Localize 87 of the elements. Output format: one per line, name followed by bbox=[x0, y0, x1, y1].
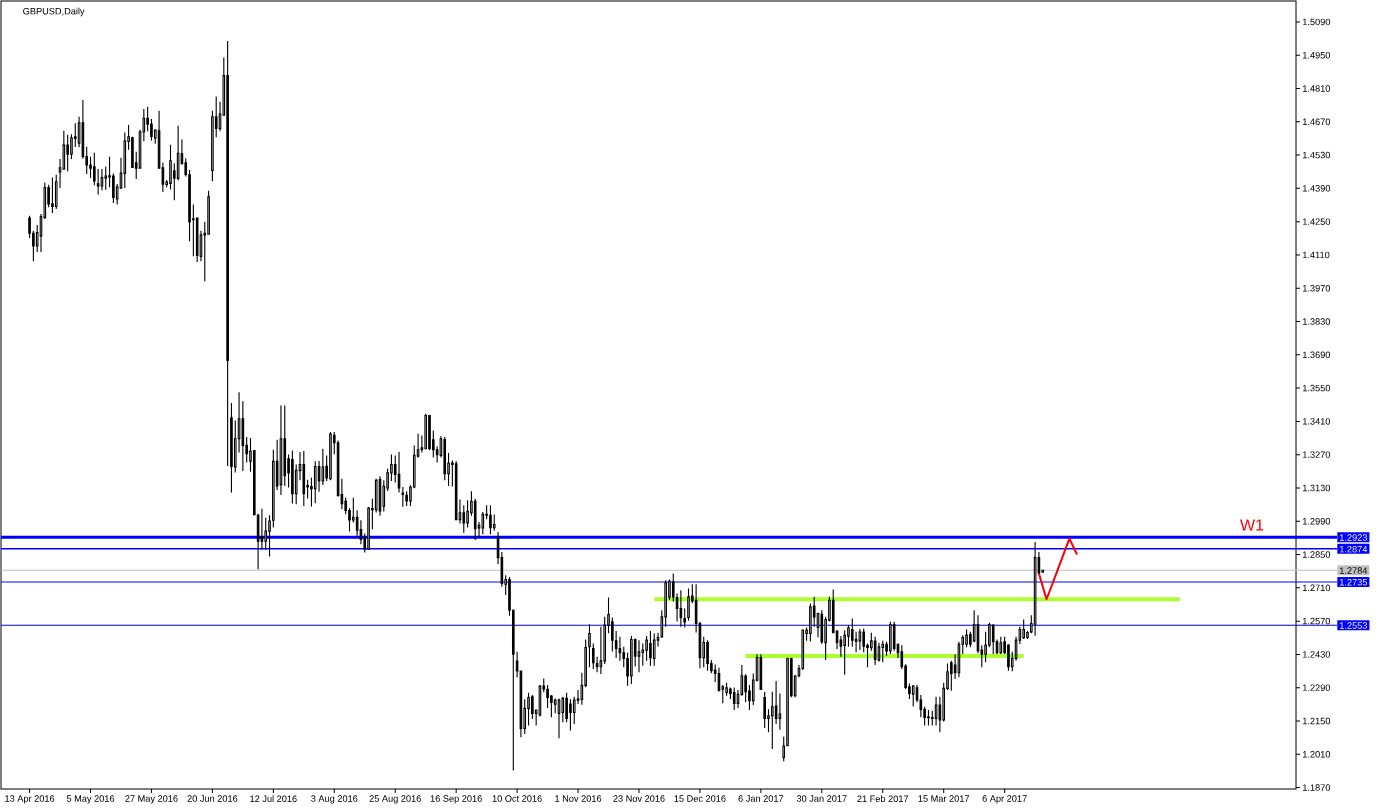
x-tick-label: 6 Apr 2017 bbox=[982, 795, 1027, 804]
y-tick-label: 1.4670 bbox=[1302, 118, 1331, 126]
y-tick-label: 1.3550 bbox=[1302, 384, 1331, 392]
y-tick-label: 1.1870 bbox=[1302, 784, 1331, 791]
candlestick bbox=[226, 40, 229, 466]
x-tick-label: 12 Jul 2016 bbox=[250, 795, 297, 803]
candlestick bbox=[454, 460, 458, 521]
y-tick-label: 1.4810 bbox=[1302, 85, 1331, 92]
y-tick-label: 1.4530 bbox=[1302, 151, 1331, 159]
candlestick bbox=[1022, 618, 1025, 640]
candlestick bbox=[881, 640, 885, 663]
candlestick bbox=[637, 639, 641, 673]
x-tick-label: 30 Jan 2017 bbox=[796, 795, 847, 802]
candlestick bbox=[889, 621, 892, 655]
x-tick-label: 27 May 2016 bbox=[125, 795, 178, 804]
ref-line-label: 1.2553 bbox=[1339, 622, 1368, 629]
candlestick bbox=[230, 402, 233, 493]
candlestick bbox=[679, 589, 683, 627]
y-tick-label: 1.4250 bbox=[1302, 218, 1331, 225]
x-tick-label: 23 Nov 2016 bbox=[613, 795, 665, 802]
ref-line-label: 1.2874 bbox=[1339, 545, 1368, 553]
candlestick bbox=[302, 450, 306, 506]
y-tick-label: 1.3130 bbox=[1302, 484, 1331, 492]
candlestick bbox=[313, 460, 317, 504]
annotation: W1 bbox=[1240, 519, 1264, 531]
candlestick bbox=[687, 588, 690, 621]
y-tick-label: 1.3830 bbox=[1302, 318, 1331, 325]
y-tick-label: 1.2150 bbox=[1302, 717, 1331, 725]
y-tick-label: 1.2990 bbox=[1302, 518, 1331, 525]
y-tick-label: 1.2010 bbox=[1302, 751, 1331, 758]
y-tick-label: 1.3410 bbox=[1302, 418, 1331, 425]
x-tick-label: 21 Feb 2017 bbox=[857, 795, 909, 803]
candlestick bbox=[763, 691, 766, 728]
candlestick bbox=[991, 623, 995, 655]
candlestick bbox=[66, 134, 69, 172]
candlestick bbox=[329, 431, 332, 481]
candlestick bbox=[911, 684, 915, 707]
x-tick-label: 1 Nov 2016 bbox=[555, 795, 602, 802]
candlestick bbox=[858, 628, 862, 650]
candlestick bbox=[462, 504, 466, 533]
candlestick bbox=[873, 636, 877, 665]
line-series bbox=[1037, 537, 1078, 601]
ref-line-label: 1.2735 bbox=[1339, 578, 1368, 586]
y-tick-label: 1.4950 bbox=[1302, 51, 1331, 59]
y-tick-label: 1.2850 bbox=[1302, 551, 1331, 558]
candlestick bbox=[557, 697, 561, 739]
y-tick-label: 1.2290 bbox=[1302, 684, 1331, 691]
y-tick-label: 1.3270 bbox=[1302, 451, 1331, 458]
x-tick-label: 13 Apr 2016 bbox=[5, 795, 55, 804]
ref-line-label: 1.2784 bbox=[1339, 567, 1368, 574]
x-tick-label: 25 Aug 2016 bbox=[369, 795, 421, 804]
candlestick bbox=[588, 623, 591, 668]
candlestick bbox=[843, 629, 846, 675]
x-tick-label: 6 Jan 2017 bbox=[738, 795, 784, 802]
ref-line-label: 1.2923 bbox=[1339, 534, 1368, 541]
candlestick bbox=[424, 413, 428, 450]
candlestick bbox=[652, 632, 656, 666]
x-tick-label: 15 Dec 2016 bbox=[674, 795, 726, 802]
x-tick-label: 5 May 2016 bbox=[66, 795, 115, 804]
y-tick-label: 1.2570 bbox=[1302, 617, 1331, 625]
x-tick-label: 15 Mar 2017 bbox=[918, 795, 970, 802]
candlestick bbox=[999, 636, 1003, 655]
candlestick bbox=[279, 404, 283, 495]
y-tick-label: 1.3970 bbox=[1302, 284, 1331, 292]
candlestick bbox=[649, 630, 652, 666]
candlestick bbox=[51, 176, 54, 213]
text: GBPUSD,Daily bbox=[23, 7, 85, 17]
candlestick bbox=[591, 642, 595, 669]
candlestick bbox=[630, 635, 633, 684]
y-tick-label: 1.2430 bbox=[1302, 651, 1331, 658]
y-tick-label: 1.5090 bbox=[1302, 18, 1331, 26]
y-tick-label: 1.3690 bbox=[1302, 351, 1331, 359]
candlestick bbox=[759, 653, 763, 690]
candlestick bbox=[489, 504, 492, 535]
x-tick-label: 10 Oct 2016 bbox=[492, 795, 542, 802]
candlestick bbox=[927, 709, 930, 726]
y-tick-label: 1.4110 bbox=[1302, 251, 1330, 259]
candlestick bbox=[100, 168, 104, 191]
x-tick-label: 3 Aug 2016 bbox=[311, 795, 358, 804]
candlestick bbox=[291, 449, 294, 504]
candlestick bbox=[706, 639, 709, 671]
candlestick bbox=[1033, 541, 1037, 636]
x-tick-label: 16 Sep 2016 bbox=[430, 795, 482, 804]
y-tick-label: 1.2710 bbox=[1302, 584, 1331, 592]
x-tick-label: 20 Jun 2016 bbox=[187, 795, 238, 802]
candlestick bbox=[732, 686, 736, 710]
y-tick-label: 1.4390 bbox=[1302, 185, 1331, 192]
